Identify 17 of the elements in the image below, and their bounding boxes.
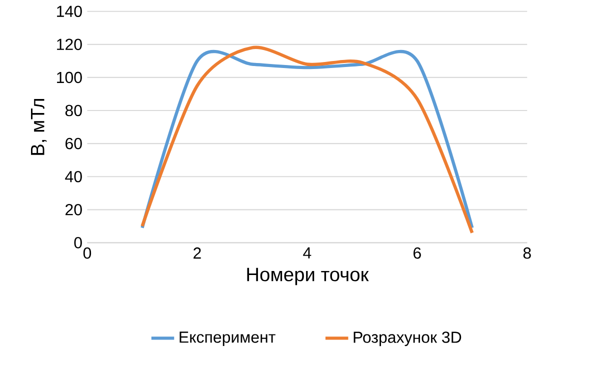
x-axis-title: Номери точок [247, 268, 369, 285]
x-tick-label: 0 [83, 247, 92, 259]
legend-label: Експеримент [180, 332, 276, 346]
legend-label: Розрахунок 3D [354, 331, 462, 346]
y-tick-label: 100 [57, 72, 82, 84]
x-tick-label: 6 [414, 247, 421, 259]
y-tick-label: 60 [66, 138, 82, 150]
y-tick-label: 120 [57, 38, 82, 50]
x-tick-label: 8 [523, 247, 531, 259]
y-axis-title: B, мТл [31, 98, 47, 155]
y-tick-label: 40 [65, 170, 82, 182]
x-tick-label: 2 [194, 247, 201, 258]
y-tick-label: 140 [57, 6, 82, 17]
y-tick-label: 0 [74, 236, 82, 248]
x-tick-label: 4 [303, 247, 312, 258]
y-tick-label: 80 [65, 104, 82, 116]
y-tick-label: 20 [66, 204, 82, 216]
